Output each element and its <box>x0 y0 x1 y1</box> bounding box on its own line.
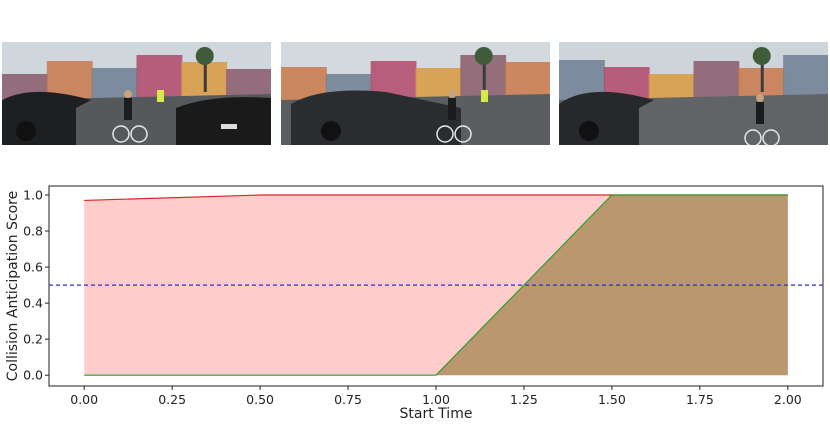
video-frame-3 <box>559 42 828 145</box>
x-axis-label: Start Time <box>400 406 473 422</box>
x-tick-label: 1.00 <box>422 392 450 407</box>
line-layer <box>84 194 788 376</box>
x-tick-label: 1.50 <box>598 392 626 407</box>
video-frame-1 <box>2 42 271 145</box>
video-frames-strip <box>0 42 830 145</box>
y-tick-label: 0.4 <box>23 296 43 311</box>
x-tick-label: 0.50 <box>246 392 274 407</box>
series-2-area <box>84 195 788 376</box>
x-tick-label: 0.25 <box>158 392 186 407</box>
frame-scene-image <box>2 42 271 145</box>
x-tick-label: 1.75 <box>686 392 714 407</box>
y-axis-ticks: 0.0 0.2 0.4 0.6 0.8 1.0 <box>23 188 49 383</box>
video-frame-2 <box>281 42 550 145</box>
frame-scene-image <box>281 42 550 145</box>
series-2-line <box>84 194 788 376</box>
y-tick-label: 1.0 <box>23 188 43 203</box>
y-tick-label: 0.8 <box>23 224 43 239</box>
x-tick-label: 2.00 <box>774 392 802 407</box>
y-tick-label: 0.6 <box>23 260 43 275</box>
x-axis-ticks: 0.00 0.25 0.50 0.75 1.00 1.25 1.50 1.75 2.00 <box>70 386 802 407</box>
y-tick-label: 0.2 <box>23 332 43 347</box>
y-axis-label: Collision Anticipation Score <box>5 191 21 381</box>
frame-scene-image <box>559 42 828 145</box>
x-tick-label: 1.25 <box>510 392 538 407</box>
y-tick-label: 0.0 <box>23 368 43 383</box>
x-tick-label: 0.00 <box>70 392 98 407</box>
collision-score-chart: 0.00 0.25 0.50 0.75 1.00 1.25 1.50 1.75 2.00 0.0… <box>5 185 824 422</box>
x-tick-label: 0.75 <box>334 392 362 407</box>
